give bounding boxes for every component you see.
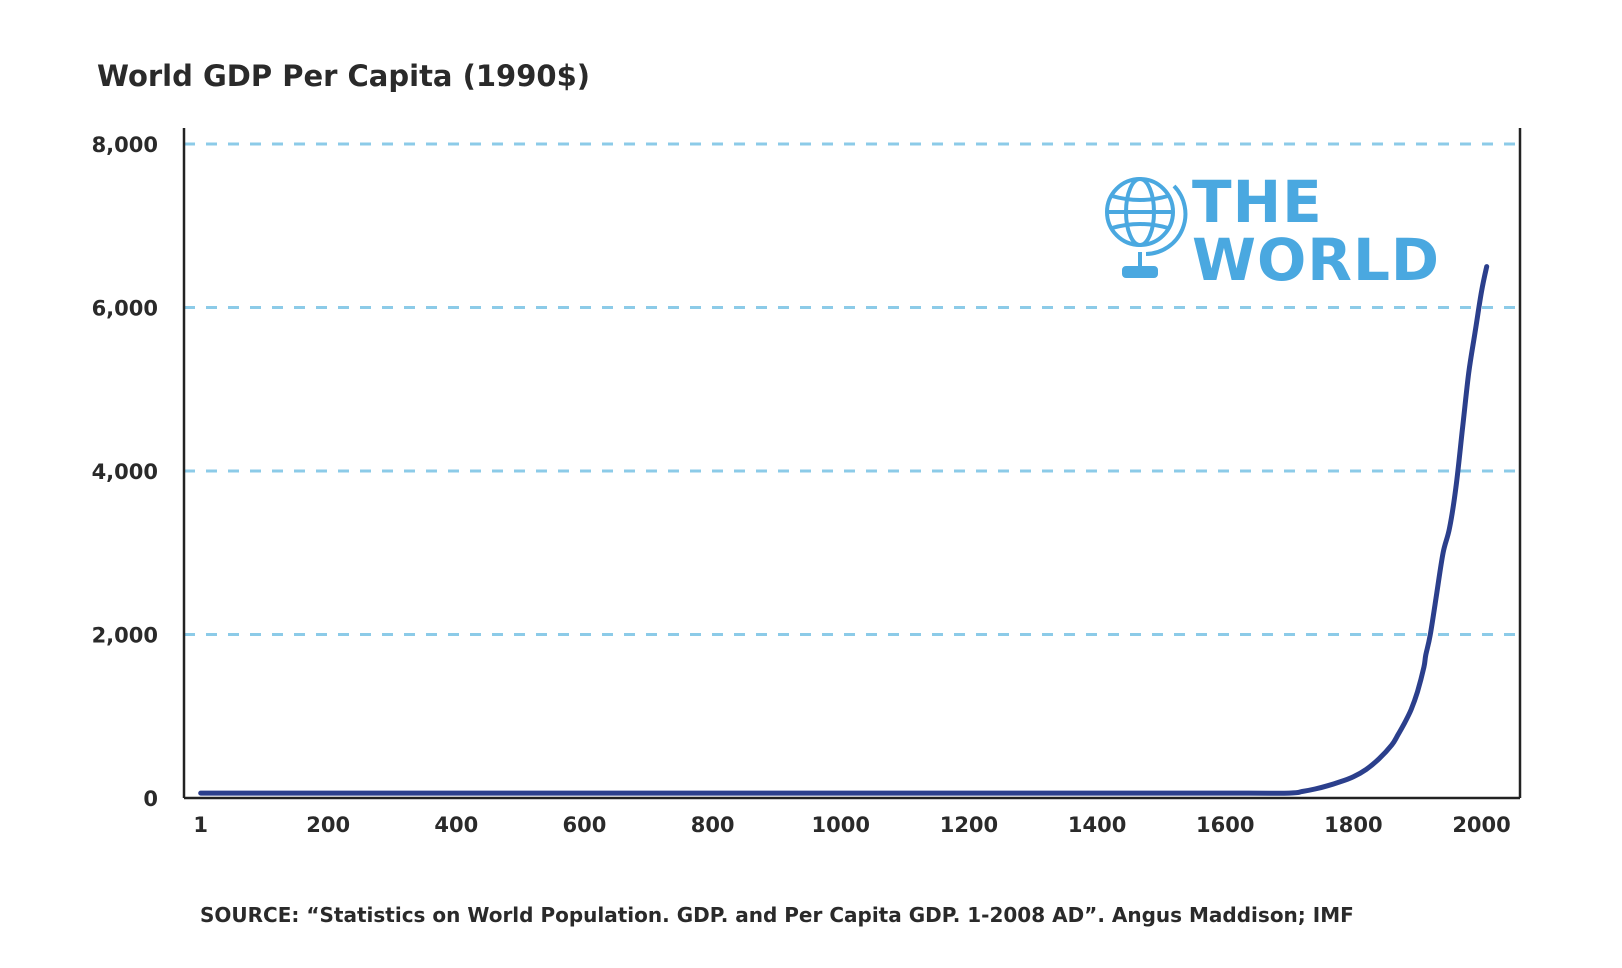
x-tick-label: 1200 xyxy=(940,813,998,837)
logo-line-world: WORLD xyxy=(1192,226,1440,294)
source-note: SOURCE: “Statistics on World Population.… xyxy=(200,903,1354,927)
globe-icon xyxy=(1105,177,1188,278)
x-tick-label: 800 xyxy=(691,813,735,837)
x-tick-label: 400 xyxy=(434,813,478,837)
y-axis-ticks: 0 2,000 4,000 6,000 8,000 xyxy=(92,133,158,811)
y-tick-label: 6,000 xyxy=(92,297,158,321)
x-axis-ticks: 1 200 400 600 800 1000 1200 1400 1600 1800 2000 xyxy=(193,813,1510,837)
x-tick-label: 1400 xyxy=(1068,813,1126,837)
x-tick-label: 200 xyxy=(306,813,350,837)
y-tick-label: 4,000 xyxy=(92,460,158,484)
logo-line-the: THE xyxy=(1192,168,1323,236)
gridlines xyxy=(184,142,1520,636)
x-tick-label: 600 xyxy=(563,813,607,837)
y-tick-label: 0 xyxy=(143,787,158,811)
x-tick-label: 1800 xyxy=(1324,813,1382,837)
x-tick-label: 1000 xyxy=(812,813,870,837)
y-tick-label: 8,000 xyxy=(92,133,158,157)
x-tick-label: 2000 xyxy=(1452,813,1510,837)
the-world-logo: THE WORLD xyxy=(1105,168,1440,294)
y-tick-label: 2,000 xyxy=(92,624,158,648)
x-tick-label: 1 xyxy=(193,813,208,837)
x-tick-label: 1600 xyxy=(1196,813,1254,837)
series-line-gdp-per-capita xyxy=(198,264,1490,796)
chart-title: World GDP Per Capita (1990$) xyxy=(97,59,590,93)
